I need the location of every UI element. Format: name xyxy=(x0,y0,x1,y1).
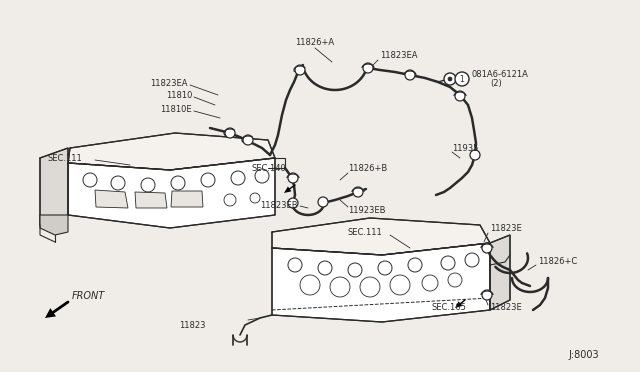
Polygon shape xyxy=(68,133,275,170)
Circle shape xyxy=(353,187,363,197)
Polygon shape xyxy=(135,192,167,208)
Circle shape xyxy=(111,176,125,190)
Polygon shape xyxy=(45,308,56,318)
Circle shape xyxy=(201,173,215,187)
Text: 11823EA: 11823EA xyxy=(380,51,417,60)
Text: 11823: 11823 xyxy=(179,321,205,330)
Circle shape xyxy=(288,173,298,183)
Circle shape xyxy=(330,277,350,297)
Circle shape xyxy=(243,135,253,145)
Circle shape xyxy=(455,91,465,101)
Circle shape xyxy=(482,290,492,300)
Polygon shape xyxy=(40,148,68,225)
Polygon shape xyxy=(272,218,490,255)
Text: 11823E: 11823E xyxy=(490,304,522,312)
Circle shape xyxy=(455,72,469,86)
Circle shape xyxy=(360,277,380,297)
Circle shape xyxy=(422,275,438,291)
Circle shape xyxy=(482,243,492,253)
Text: SEC.111: SEC.111 xyxy=(47,154,82,163)
Circle shape xyxy=(300,275,320,295)
Text: 11810E: 11810E xyxy=(161,105,192,113)
Polygon shape xyxy=(284,186,291,193)
Polygon shape xyxy=(95,190,128,208)
Circle shape xyxy=(405,70,415,80)
Circle shape xyxy=(295,65,305,75)
Circle shape xyxy=(448,273,462,287)
Text: SEC.111: SEC.111 xyxy=(348,228,383,237)
Text: SEC.165: SEC.165 xyxy=(432,304,467,312)
Circle shape xyxy=(83,173,97,187)
Text: 1: 1 xyxy=(460,74,465,83)
Circle shape xyxy=(470,150,480,160)
Polygon shape xyxy=(490,235,510,310)
Circle shape xyxy=(288,258,302,272)
Text: J:8003: J:8003 xyxy=(568,350,598,360)
Circle shape xyxy=(250,193,260,203)
Circle shape xyxy=(363,63,373,73)
Circle shape xyxy=(225,128,235,138)
Text: 11810: 11810 xyxy=(166,90,192,99)
Circle shape xyxy=(378,261,392,275)
Text: 11823EA: 11823EA xyxy=(150,78,188,87)
Text: 081A6-6121A: 081A6-6121A xyxy=(472,70,529,78)
Text: 11823E: 11823E xyxy=(490,224,522,232)
Polygon shape xyxy=(455,301,462,308)
Circle shape xyxy=(444,73,456,85)
Text: 11923EB: 11923EB xyxy=(348,205,385,215)
Text: 11935: 11935 xyxy=(452,144,478,153)
Circle shape xyxy=(231,171,245,185)
Text: FRONT: FRONT xyxy=(72,291,105,301)
Circle shape xyxy=(390,275,410,295)
Circle shape xyxy=(288,198,298,208)
Circle shape xyxy=(171,176,185,190)
Text: 11826+A: 11826+A xyxy=(296,38,335,46)
Polygon shape xyxy=(40,215,68,235)
Polygon shape xyxy=(68,158,275,228)
Circle shape xyxy=(318,197,328,207)
Circle shape xyxy=(441,256,455,270)
Circle shape xyxy=(224,194,236,206)
Circle shape xyxy=(448,77,452,81)
Text: (2): (2) xyxy=(490,78,502,87)
Polygon shape xyxy=(171,191,203,207)
Circle shape xyxy=(465,253,479,267)
Text: 11826+B: 11826+B xyxy=(348,164,387,173)
Circle shape xyxy=(348,263,362,277)
Circle shape xyxy=(255,169,269,183)
Text: SEC.140: SEC.140 xyxy=(252,164,287,173)
Text: 11826+C: 11826+C xyxy=(538,257,577,266)
Circle shape xyxy=(141,178,155,192)
Text: 11823EB: 11823EB xyxy=(260,201,298,209)
Polygon shape xyxy=(272,243,490,322)
Circle shape xyxy=(408,258,422,272)
Circle shape xyxy=(318,261,332,275)
